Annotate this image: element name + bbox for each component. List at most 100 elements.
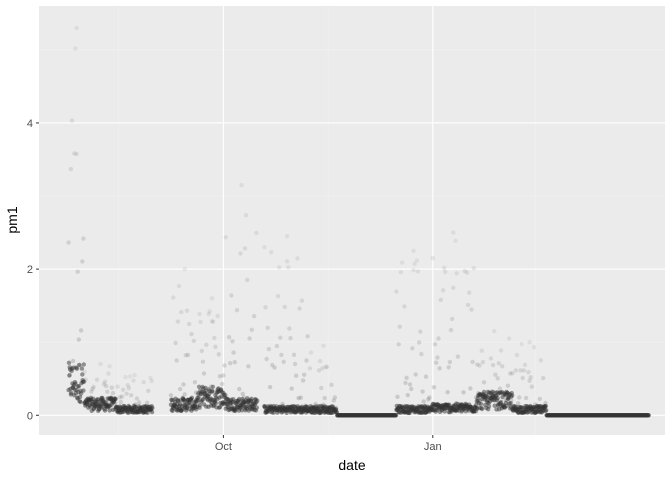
data-point (115, 384, 119, 388)
data-point (146, 389, 150, 393)
data-point (181, 382, 185, 386)
data-point (222, 363, 226, 367)
data-point (250, 328, 254, 332)
data-point (128, 374, 132, 378)
data-point (229, 293, 233, 297)
data-point (124, 392, 128, 396)
data-point (500, 364, 504, 368)
x-tick-label: Oct (215, 441, 232, 453)
data-point (285, 234, 289, 238)
data-point (243, 246, 247, 250)
data-point (272, 365, 276, 369)
data-point (526, 370, 530, 374)
data-point (276, 294, 280, 298)
data-point (472, 266, 476, 270)
data-point (470, 360, 474, 364)
data-point (135, 396, 139, 400)
data-point (522, 368, 526, 372)
data-point (213, 345, 217, 349)
plot-panel (39, 6, 665, 435)
y-tick-label: 0 (27, 410, 33, 422)
data-point (541, 376, 545, 380)
data-point (233, 360, 237, 364)
data-point (288, 336, 292, 340)
data-point (67, 361, 71, 365)
data-point (409, 387, 413, 391)
data-point (411, 249, 415, 253)
data-point (132, 373, 136, 377)
data-point (294, 374, 298, 378)
data-point (80, 259, 84, 263)
data-point (434, 361, 438, 365)
data-point (179, 310, 183, 314)
x-tick-label: Jan (424, 441, 442, 453)
y-tick-label: 4 (27, 118, 33, 130)
data-point (217, 352, 221, 356)
data-point (208, 309, 212, 313)
data-point (275, 344, 279, 348)
data-point (105, 390, 109, 394)
data-point (398, 325, 402, 329)
data-point (211, 385, 215, 389)
data-point (185, 309, 189, 313)
data-point (403, 381, 407, 385)
data-point (497, 361, 501, 365)
data-point (285, 259, 289, 263)
data-point (427, 395, 431, 399)
data-point (424, 375, 428, 379)
data-point (264, 357, 268, 361)
data-point (171, 295, 175, 299)
data-point (255, 405, 259, 409)
data-point (247, 336, 251, 340)
data-point (277, 265, 281, 269)
data-point (150, 379, 154, 383)
data-point (220, 382, 224, 386)
x-axis-title: date (338, 457, 365, 473)
data-point (468, 386, 472, 390)
data-point (216, 314, 220, 318)
data-point (91, 385, 95, 389)
data-point (295, 256, 299, 260)
data-point (210, 296, 214, 300)
data-point (441, 288, 445, 292)
data-point (319, 386, 323, 390)
data-point (98, 362, 102, 366)
data-point (447, 365, 451, 369)
data-point (451, 230, 455, 234)
data-point (399, 270, 403, 274)
data-point (183, 392, 187, 396)
data-point (267, 347, 271, 351)
data-point (145, 401, 149, 405)
data-point (81, 236, 85, 240)
data-point (210, 389, 214, 393)
data-point (84, 377, 88, 381)
data-point (202, 371, 206, 375)
data-point (268, 385, 272, 389)
data-point (244, 213, 248, 217)
data-point (169, 393, 173, 397)
data-point (436, 336, 440, 340)
data-point (514, 368, 518, 372)
data-point (482, 380, 486, 384)
data-point (237, 387, 241, 391)
data-point (103, 380, 107, 384)
data-point (318, 359, 322, 363)
data-point (104, 384, 108, 388)
data-point (321, 344, 325, 348)
data-point (496, 396, 500, 400)
data-point (524, 396, 528, 400)
data-point (410, 346, 414, 350)
data-point (286, 265, 290, 269)
data-point (127, 386, 131, 390)
data-point (107, 364, 111, 368)
data-point (530, 385, 534, 389)
data-point (246, 364, 250, 368)
data-point (451, 286, 455, 290)
data-point (417, 340, 421, 344)
data-point (435, 355, 439, 359)
data-point (411, 268, 415, 272)
data-point (517, 395, 521, 399)
data-point (499, 348, 503, 352)
data-point (279, 353, 283, 357)
data-point (278, 336, 282, 340)
